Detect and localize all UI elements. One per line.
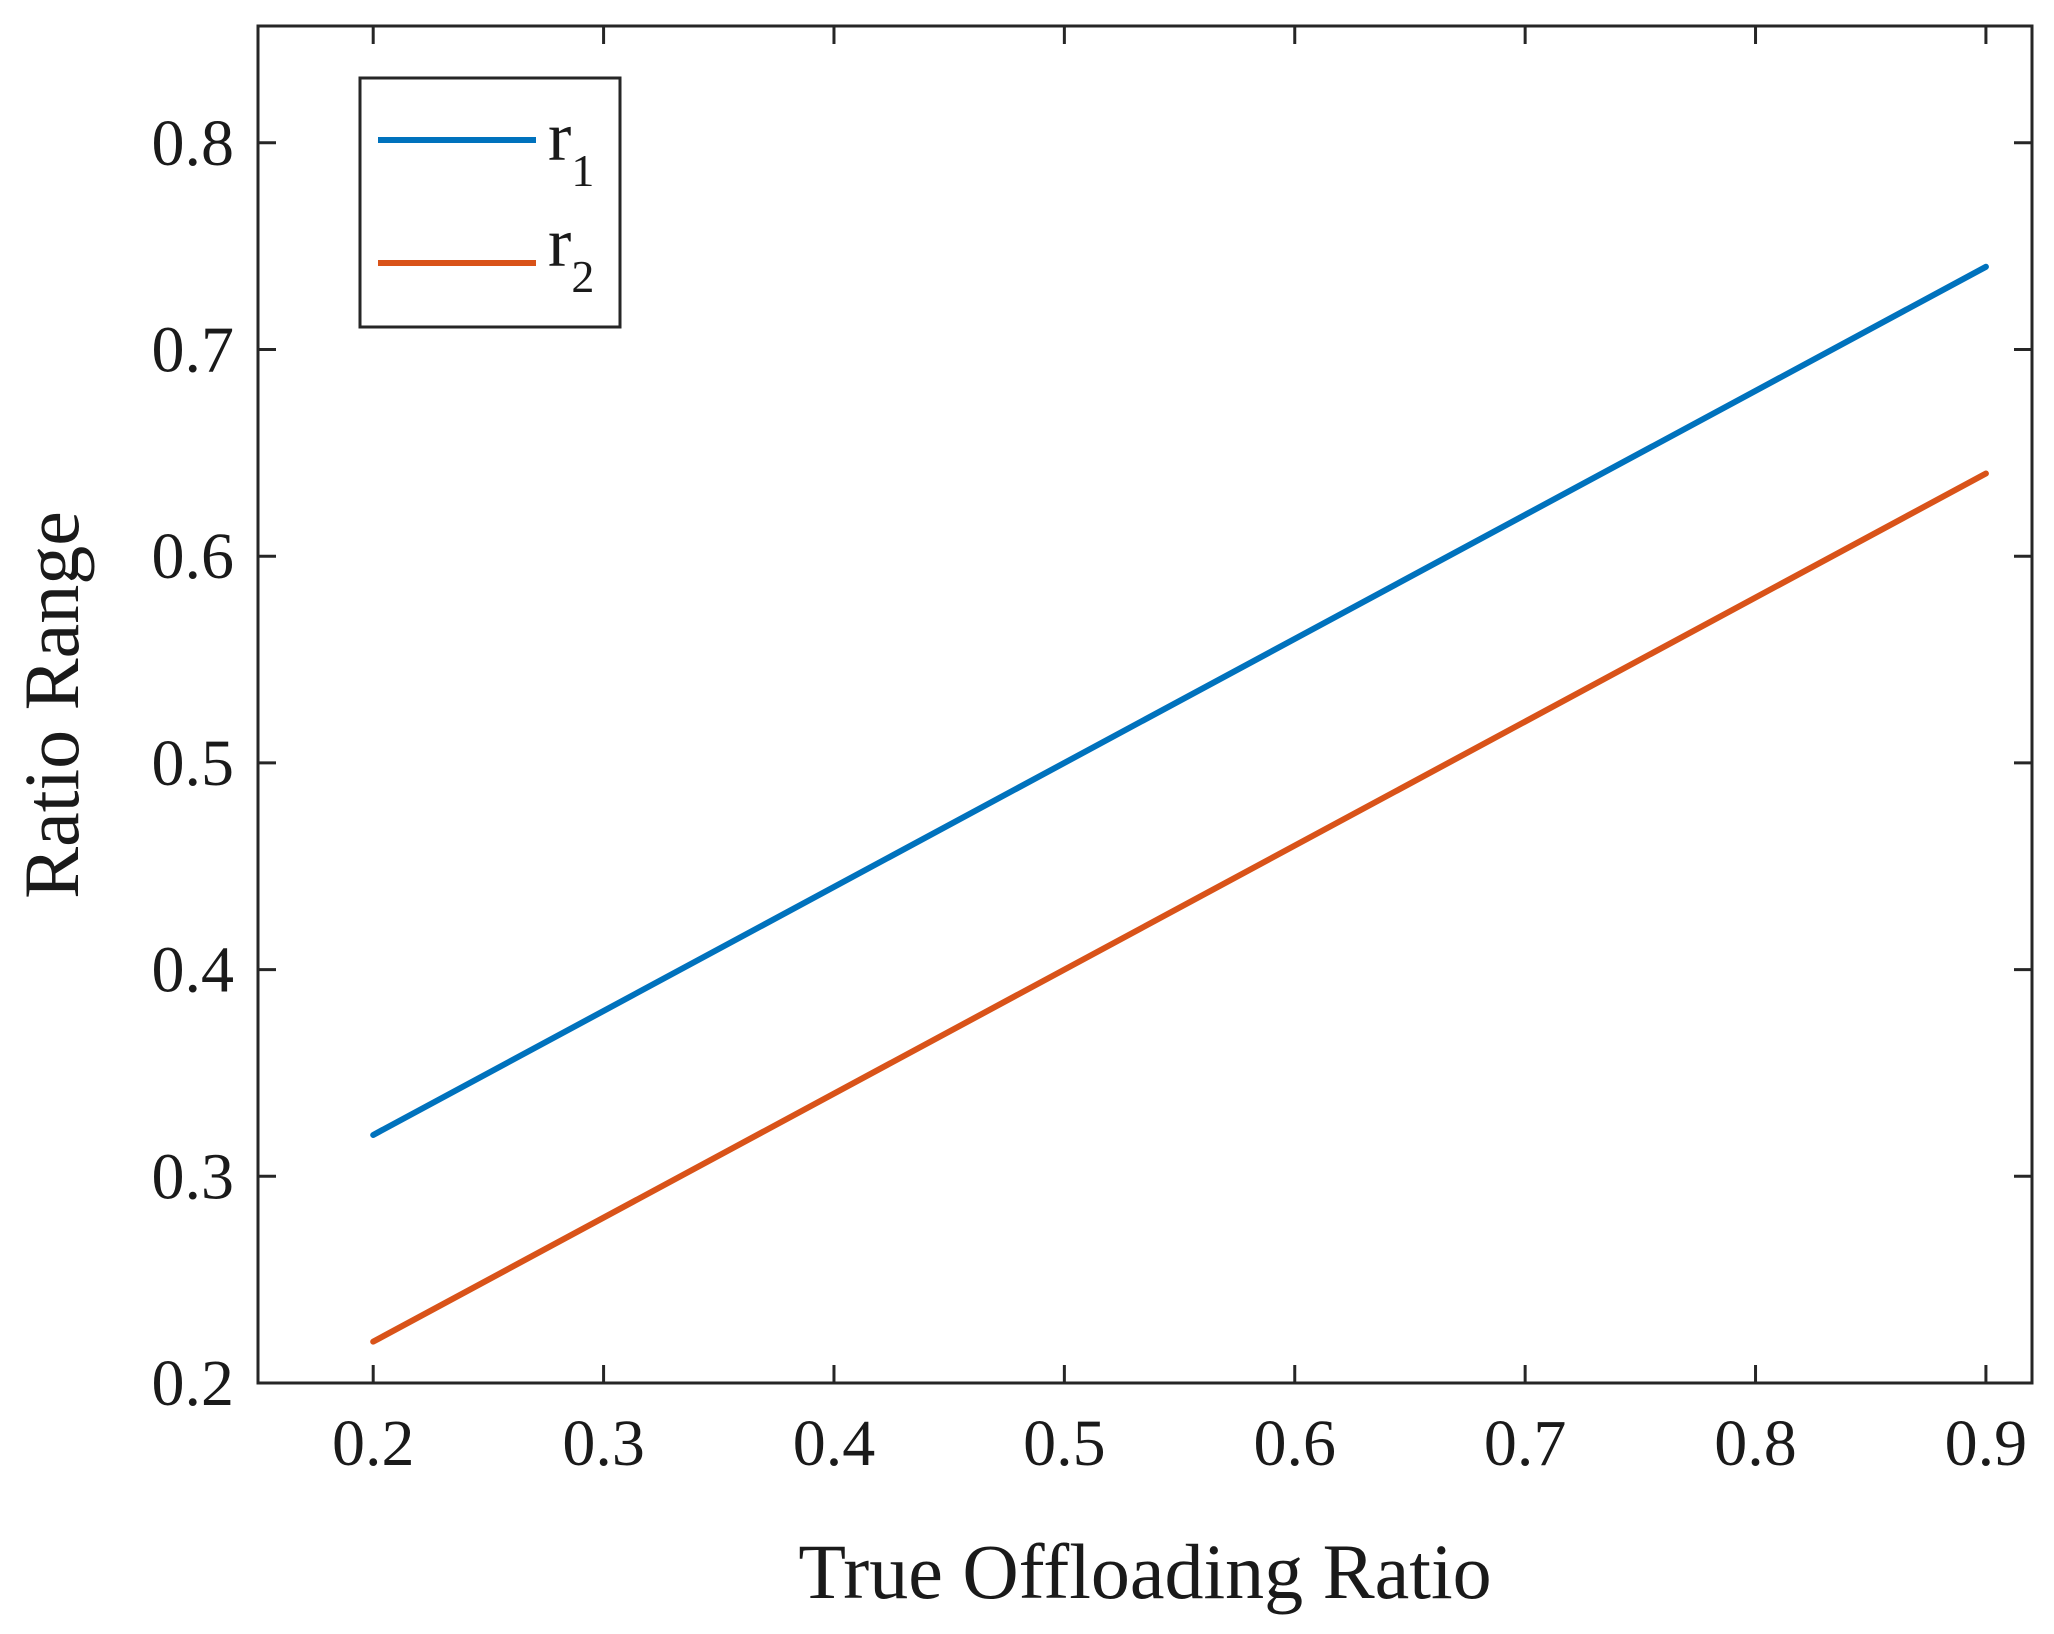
legend-entry-r2: r2 xyxy=(548,205,594,302)
y-tick-label: 0.3 xyxy=(152,1140,235,1213)
legend-box xyxy=(358,76,622,329)
x-tick-label: 0.2 xyxy=(332,1407,415,1480)
y-tick-label: 0.6 xyxy=(152,520,235,593)
x-tick-label: 0.6 xyxy=(1254,1407,1337,1480)
y-tick-label: 0.5 xyxy=(152,727,235,800)
series-line-r1 xyxy=(370,263,1989,1138)
y-tick-label: 0.7 xyxy=(152,313,235,386)
data-series xyxy=(370,263,1989,1345)
y-tick-label: 0.4 xyxy=(152,934,235,1007)
x-axis-label: True Offloading Ratio xyxy=(798,1528,1491,1615)
y-axis-ticks: 0.2 0.3 0.4 0.5 0.6 0.7 0.8 xyxy=(152,107,2032,1420)
y-tick-label: 0.2 xyxy=(152,1347,235,1420)
x-tick-label: 0.4 xyxy=(793,1407,876,1480)
legend: r1 r2 xyxy=(358,76,622,329)
x-tick-label: 0.3 xyxy=(562,1407,645,1480)
x-tick-label: 0.5 xyxy=(1023,1407,1106,1480)
x-tick-label: 0.7 xyxy=(1484,1407,1567,1480)
x-tick-label: 0.8 xyxy=(1714,1407,1797,1480)
plot-area-frame xyxy=(256,24,2034,1385)
legend-entry-r1: r1 xyxy=(548,99,594,196)
series-line-r2 xyxy=(370,470,1989,1345)
y-axis-label: Ratio Range xyxy=(8,511,95,899)
x-tick-label: 0.9 xyxy=(1945,1407,2028,1480)
x-axis-ticks: 0.2 0.3 0.4 0.5 0.6 0.7 0.8 0.9 xyxy=(332,26,2027,1480)
y-tick-label: 0.8 xyxy=(152,107,235,180)
